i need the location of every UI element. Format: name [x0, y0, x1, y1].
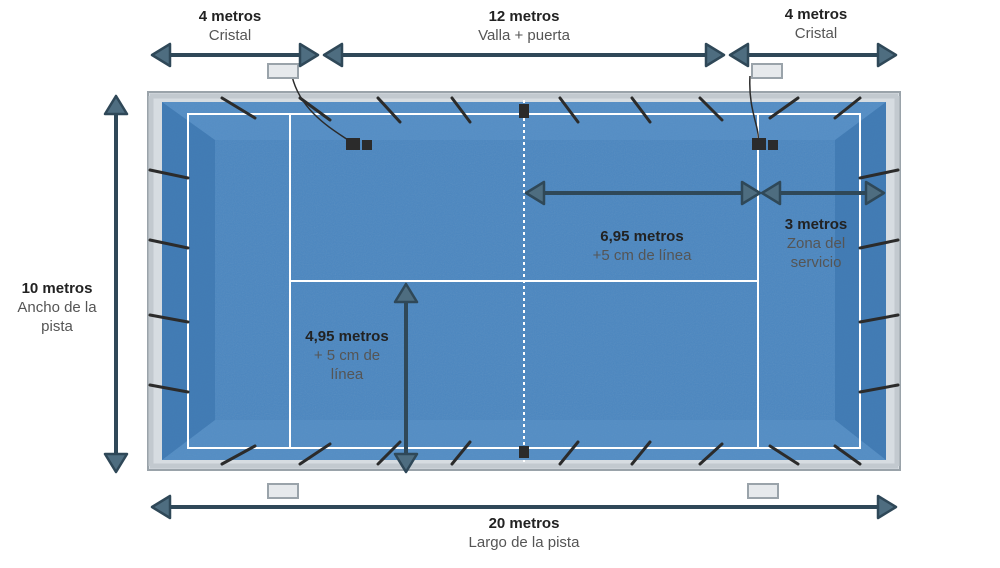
light-fixtures — [346, 104, 778, 458]
arrow-left-head-end — [103, 452, 129, 474]
arrow-service-head-end — [864, 180, 886, 206]
label-center-right: 6,95 metros +5 cm de línea — [562, 228, 722, 266]
arrow-top-right-head-start — [728, 42, 750, 68]
label-top-right: 4 metros Cristal — [766, 6, 866, 44]
label-bottom: 20 metros Largo de la pista — [424, 515, 624, 553]
label-top-left-value: 4 metros — [198, 8, 262, 25]
label-service-desc-2: servicio — [790, 253, 842, 271]
label-left-value: 10 metros — [21, 280, 93, 297]
arrow-center-left-head-end — [393, 452, 419, 474]
arrow-top-middle-head-end — [704, 42, 726, 68]
label-top-middle-desc: Valla + puerta — [478, 26, 570, 44]
label-top-right-value: 4 metros — [784, 6, 848, 23]
light-cables — [291, 75, 759, 141]
arrow-top-left-head-start — [150, 42, 172, 68]
label-top-middle-value: 12 metros — [488, 8, 560, 25]
label-top-left: 4 metros Cristal — [180, 8, 280, 46]
label-service-desc-1: Zona del — [786, 234, 846, 252]
structure-posts — [148, 96, 900, 466]
arrow-top-middle-head-start — [322, 42, 344, 68]
label-bottom-desc: Largo de la pista — [468, 533, 580, 551]
label-center-right-desc: +5 cm de línea — [592, 246, 692, 264]
label-left: 10 metros Ancho de la pista — [2, 280, 112, 336]
arrow-bottom-head-start — [150, 494, 172, 520]
label-center-left: 4,95 metros + 5 cm de línea — [282, 328, 412, 384]
label-bottom-value: 20 metros — [488, 515, 560, 532]
label-center-right-value: 6,95 metros — [600, 228, 684, 245]
bottom-wall — [162, 420, 886, 460]
light-posts — [267, 63, 783, 499]
arrow-left-head-start — [103, 94, 129, 116]
arrow-center-right-head-start — [524, 180, 546, 206]
label-center-left-desc-1: + 5 cm de — [313, 346, 381, 364]
label-service: 3 metros Zona del servicio — [764, 216, 868, 272]
arrow-center-left-head-start — [393, 282, 419, 304]
arrow-top-left-head-end — [298, 42, 320, 68]
arrow-top-right-head-end — [876, 42, 898, 68]
label-center-left-desc-2: línea — [330, 365, 364, 383]
label-top-middle: 12 metros Valla + puerta — [444, 8, 604, 46]
arrow-center-right-head-end — [740, 180, 762, 206]
label-center-left-value: 4,95 metros — [305, 328, 389, 345]
label-service-value: 3 metros — [784, 216, 848, 233]
label-left-desc-2: pista — [41, 317, 73, 335]
arrow-bottom-head-end — [876, 494, 898, 520]
label-left-desc-1: Ancho de la — [17, 298, 97, 316]
arrow-service-head-start — [760, 180, 782, 206]
label-top-left-desc: Cristal — [208, 26, 252, 44]
dimension-arrows — [103, 42, 898, 520]
label-top-right-desc: Cristal — [794, 24, 838, 42]
